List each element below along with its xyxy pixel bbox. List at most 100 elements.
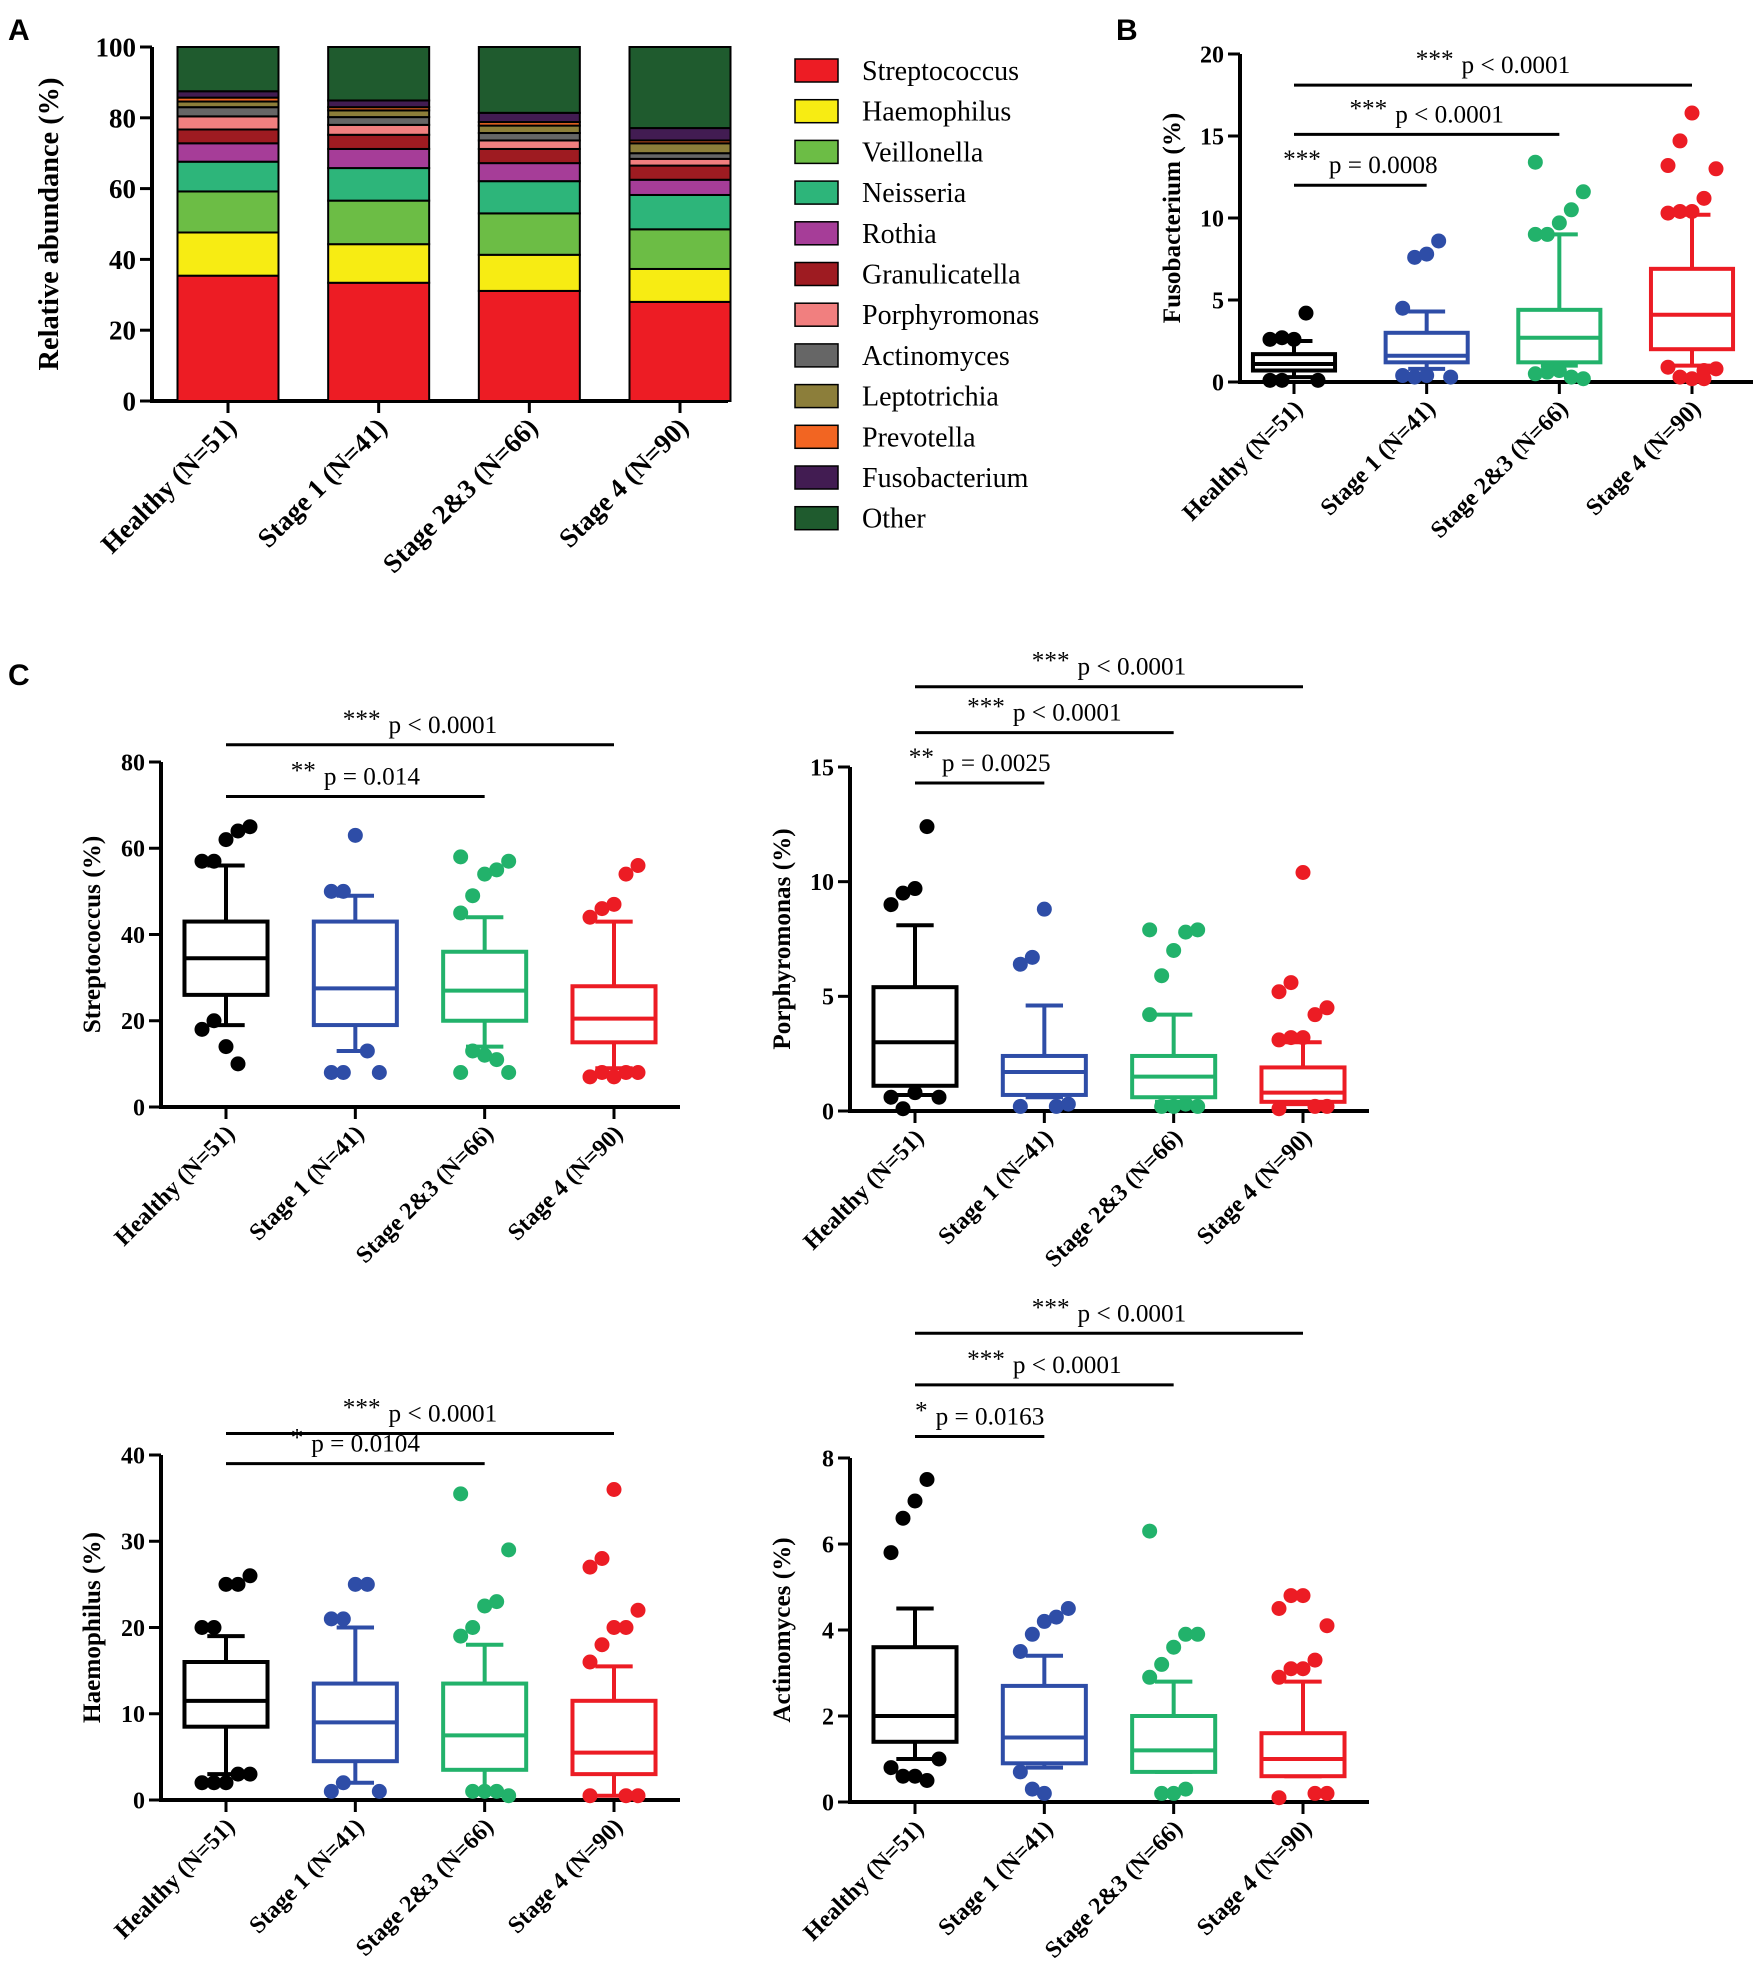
x-tick-label: Stage 4 (N=90) <box>503 1814 628 1939</box>
bar-segment-neisseria <box>628 193 732 231</box>
outlier-point <box>1295 1661 1311 1677</box>
outlier-point <box>1395 367 1411 383</box>
outlier-point <box>323 1065 339 1080</box>
significance-label: *** p < 0.0001 <box>343 1394 497 1427</box>
outlier-point <box>371 1783 387 1799</box>
outlier-point <box>1672 133 1688 149</box>
outlier-point <box>194 1620 210 1635</box>
outlier-point <box>335 883 351 899</box>
outlier-point <box>1395 300 1411 316</box>
outlier-point <box>1190 922 1206 938</box>
p-value: p < 0.0001 <box>1078 1300 1187 1327</box>
outlier-point <box>895 1768 911 1784</box>
significance-stars: ** <box>909 744 934 771</box>
box-group <box>871 1472 959 1788</box>
outlier-point <box>1190 1098 1206 1114</box>
bar-segment-haemophilus <box>176 231 280 277</box>
p-value: p < 0.0001 <box>1462 52 1571 79</box>
outlier-point <box>1060 1601 1076 1616</box>
outlier-point <box>218 1775 234 1791</box>
bar-segment-actinomyces <box>176 106 280 118</box>
outlier-point <box>1696 190 1712 206</box>
y-axis-label: Fusobacterium (%) <box>1159 113 1186 324</box>
y-tick-label: 4 <box>822 1618 834 1644</box>
outlier-point <box>1271 1032 1287 1048</box>
significance-bracket: ** p = 0.0025 <box>909 744 1051 785</box>
outlier-point <box>218 832 234 848</box>
outlier-point <box>883 1089 899 1105</box>
outlier-point <box>606 896 622 912</box>
outlier-point <box>465 1620 481 1635</box>
outlier-point <box>206 1775 222 1791</box>
outlier-point <box>1431 233 1447 249</box>
box <box>871 985 959 1088</box>
outlier-point <box>1539 364 1555 380</box>
significance-label: *** p = 0.0008 <box>1283 146 1437 179</box>
y-tick-label: 2 <box>822 1704 834 1730</box>
significance-stars: *** <box>1349 95 1387 122</box>
outlier-point <box>218 1039 234 1055</box>
outlier-point <box>1672 369 1688 385</box>
outlier-point <box>931 1751 947 1767</box>
outlier-point <box>1154 1656 1170 1672</box>
box-group <box>871 819 959 1117</box>
bar-segment-fusobacterium <box>628 127 732 142</box>
outlier-point <box>1060 1096 1076 1112</box>
y-tick-label: 0 <box>133 1095 145 1121</box>
outlier-point <box>582 1069 598 1085</box>
outlier-point <box>489 862 505 878</box>
bar-segment-fusobacterium <box>327 99 431 109</box>
outlier-point <box>630 1602 646 1618</box>
y-tick-label: 0 <box>123 386 137 416</box>
legend-item: Actinomyces <box>794 341 1010 372</box>
outlier-point <box>618 866 634 882</box>
legend-item: Veillonella <box>794 137 984 168</box>
x-tick-label: Stage 2&3 (N=66) <box>1040 1125 1188 1273</box>
outlier-point <box>606 1482 622 1497</box>
outlier-point <box>242 819 258 835</box>
significance-stars: *** <box>1416 46 1454 73</box>
outlier-point <box>1708 361 1724 377</box>
outlier-point <box>1527 226 1543 242</box>
outlier-point <box>1166 1639 1182 1655</box>
outlier-point <box>1563 369 1579 385</box>
outlier-point <box>1271 1669 1287 1685</box>
outlier-point <box>477 866 493 882</box>
legend-swatch <box>794 261 839 287</box>
outlier-point <box>1142 1669 1158 1685</box>
y-tick-label: 20 <box>121 1616 145 1642</box>
outlier-point <box>1307 1007 1323 1023</box>
outlier-point <box>1271 1101 1287 1117</box>
bar-segment-other <box>477 46 581 114</box>
outlier-point <box>489 1594 505 1610</box>
y-tick-label: 8 <box>822 1446 834 1472</box>
outlier-point <box>594 1637 610 1653</box>
outlier-point <box>335 1775 351 1791</box>
box-group <box>441 849 529 1080</box>
outlier-point <box>1012 1644 1028 1659</box>
significance-bracket: *** p < 0.0001 <box>915 1294 1303 1335</box>
box-group <box>182 1568 270 1791</box>
outlier-point <box>1307 1098 1323 1114</box>
x-tick-label: Stage 1 (N=41) <box>244 1121 369 1246</box>
outlier-point <box>501 1788 517 1804</box>
outlier-point <box>347 1576 363 1592</box>
outlier-point <box>1271 1790 1287 1806</box>
outlier-point <box>453 1628 469 1644</box>
box-group <box>441 1486 529 1804</box>
bar-segment-streptococcus <box>477 289 581 403</box>
outlier-point <box>1307 1652 1323 1668</box>
outlier-point <box>1142 922 1158 938</box>
outlier-point <box>1036 901 1052 917</box>
box-group <box>1000 901 1088 1114</box>
legend-swatch <box>794 343 839 368</box>
outlier-point <box>230 1056 246 1072</box>
box-group <box>1516 154 1603 387</box>
bar-segment-porphyromonas <box>628 157 732 167</box>
outlier-point <box>895 1101 911 1117</box>
outlier-point <box>618 1065 634 1080</box>
outlier-point <box>335 1611 351 1627</box>
outlier-point <box>630 858 646 873</box>
